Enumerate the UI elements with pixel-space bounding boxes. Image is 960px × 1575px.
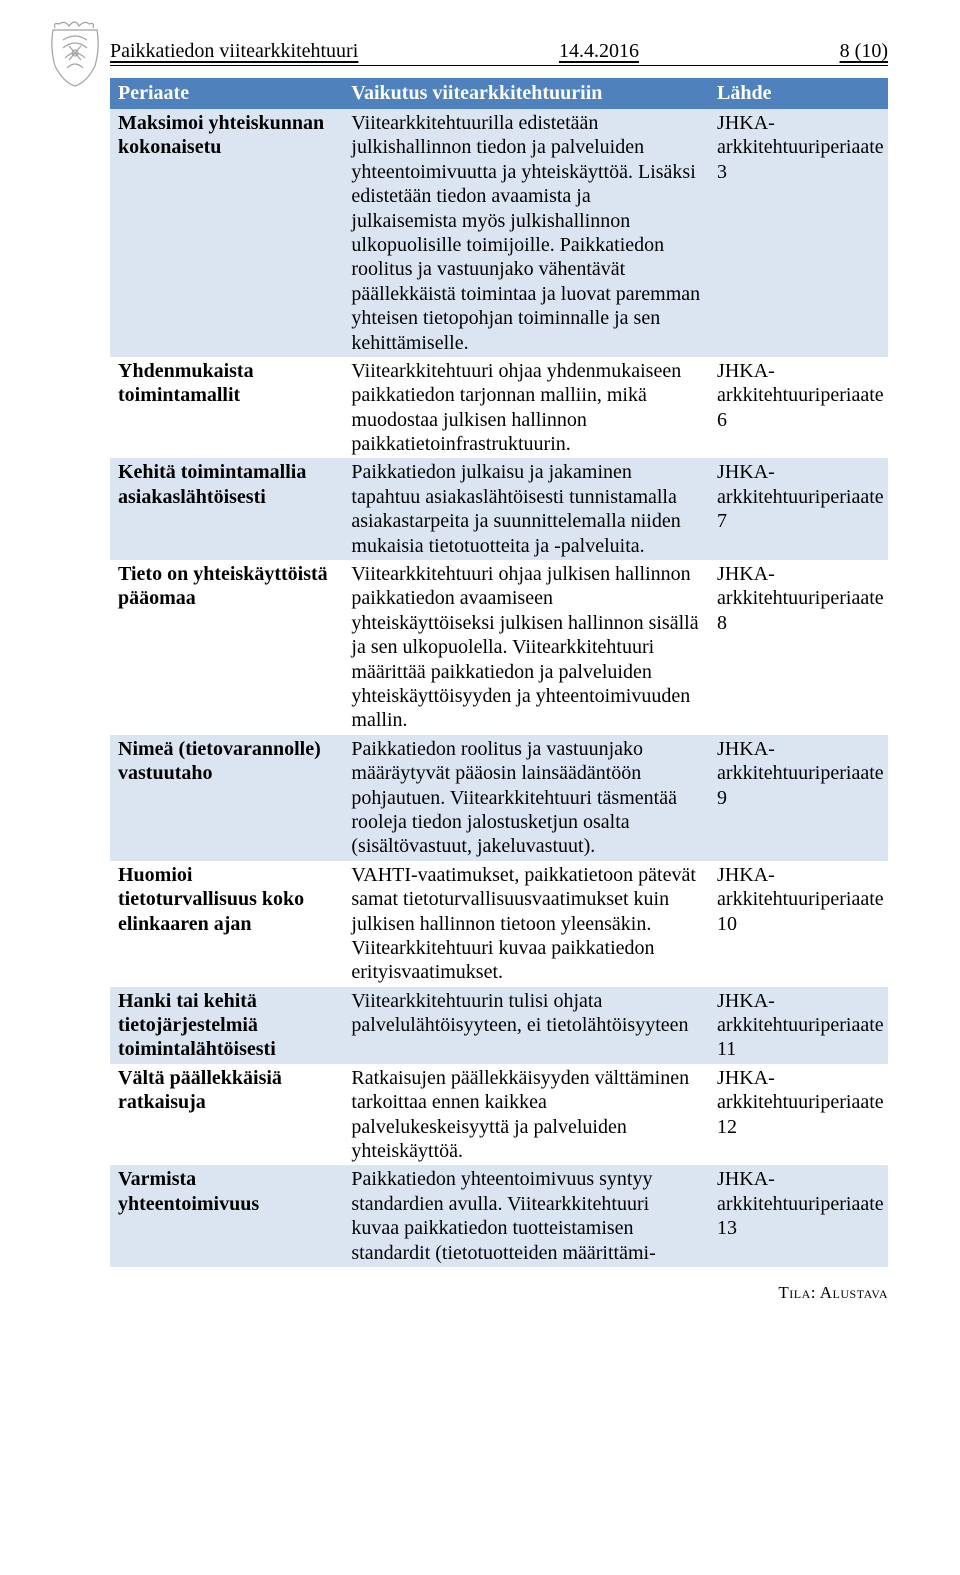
cell-periaate: Nimeä (tietovarannolle) vastuutaho [110,735,343,861]
table-row: Vältä päällekkäisiä ratkaisujaRatkaisuje… [110,1064,888,1166]
table-row: Nimeä (tietovarannolle) vastuutahoPaikka… [110,735,888,861]
cell-lahde: JHKA-arkkitehtuuriperiaate 8 [709,560,888,735]
cell-periaate: Vältä päällekkäisiä ratkaisuja [110,1064,343,1166]
cell-lahde: JHKA-arkkitehtuuriperiaate 10 [709,861,888,987]
header-title: Paikkatiedon viitearkkitehtuuri [110,40,358,63]
cell-lahde: JHKA-arkkitehtuuriperiaate 6 [709,357,888,459]
cell-periaate: Hanki tai kehitä tietojärjestelmiä toimi… [110,987,343,1064]
table-row: Tieto on yhteiskäyttöistä pääomaaViitear… [110,560,888,735]
cell-lahde: JHKA-arkkitehtuuriperiaate 7 [709,458,888,560]
cell-vaikutus: Paikkatiedon julkaisu ja jakaminen tapah… [343,458,709,560]
header-page: 8 (10) [840,40,888,63]
header-date: 14.4.2016 [559,40,639,63]
col-header-vaikutus: Vaikutus viitearkkitehtuuriin [343,78,709,109]
col-header-periaate: Periaate [110,78,343,109]
cell-vaikutus: Viitearkkitehtuurilla edistetään julkish… [343,109,709,357]
cell-lahde: JHKA-arkkitehtuuriperiaate 9 [709,735,888,861]
table-row: Varmista yhteentoimivuusPaikkatiedon yht… [110,1165,888,1267]
table-row: Maksimoi yhteiskunnan kokonaisetuViitear… [110,109,888,357]
cell-vaikutus: Paikkatiedon roolitus ja vastuunjako mää… [343,735,709,861]
cell-vaikutus: Viitearkkitehtuurin tulisi ohjata palvel… [343,987,709,1064]
cell-lahde: JHKA-arkkitehtuuriperiaate 13 [709,1165,888,1267]
coat-of-arms-icon [40,18,110,88]
cell-periaate: Maksimoi yhteiskunnan kokonaisetu [110,109,343,357]
cell-periaate: Varmista yhteentoimivuus [110,1165,343,1267]
cell-vaikutus: Ratkaisujen päällekkäisyyden välttäminen… [343,1064,709,1166]
cell-vaikutus: Viitearkkitehtuuri ohjaa yhdenmukaiseen … [343,357,709,459]
cell-vaikutus: Viitearkkitehtuuri ohjaa julkisen hallin… [343,560,709,735]
principles-table: Periaate Vaikutus viitearkkitehtuuriin L… [110,78,888,1267]
cell-vaikutus: VAHTI-vaatimukset, paikkatietoon pätevät… [343,861,709,987]
footer-status: Tila: Alustava [110,1283,888,1303]
cell-periaate: Yhdenmukaista toimintamallit [110,357,343,459]
table-row: Kehitä toimintamallia asiakaslähtöisesti… [110,458,888,560]
cell-periaate: Kehitä toimintamallia asiakaslähtöisesti [110,458,343,560]
cell-lahde: JHKA-arkkitehtuuriperiaate 11 [709,987,888,1064]
cell-periaate: Tieto on yhteiskäyttöistä pääomaa [110,560,343,735]
cell-lahde: JHKA-arkkitehtuuriperiaate 3 [709,109,888,357]
table-row: Hanki tai kehitä tietojärjestelmiä toimi… [110,987,888,1064]
table-row: Yhdenmukaista toimintamallitViitearkkite… [110,357,888,459]
document-page: Paikkatiedon viitearkkitehtuuri 14.4.201… [0,0,960,1343]
page-header: Paikkatiedon viitearkkitehtuuri 14.4.201… [110,40,888,66]
table-row: Huomioi tietoturvallisuus koko elinkaare… [110,861,888,987]
cell-periaate: Huomioi tietoturvallisuus koko elinkaare… [110,861,343,987]
col-header-lahde: Lähde [709,78,888,109]
cell-lahde: JHKA-arkkitehtuuriperiaate 12 [709,1064,888,1166]
table-header-row: Periaate Vaikutus viitearkkitehtuuriin L… [110,78,888,109]
cell-vaikutus: Paikkatiedon yhteentoimivuus syntyy stan… [343,1165,709,1267]
